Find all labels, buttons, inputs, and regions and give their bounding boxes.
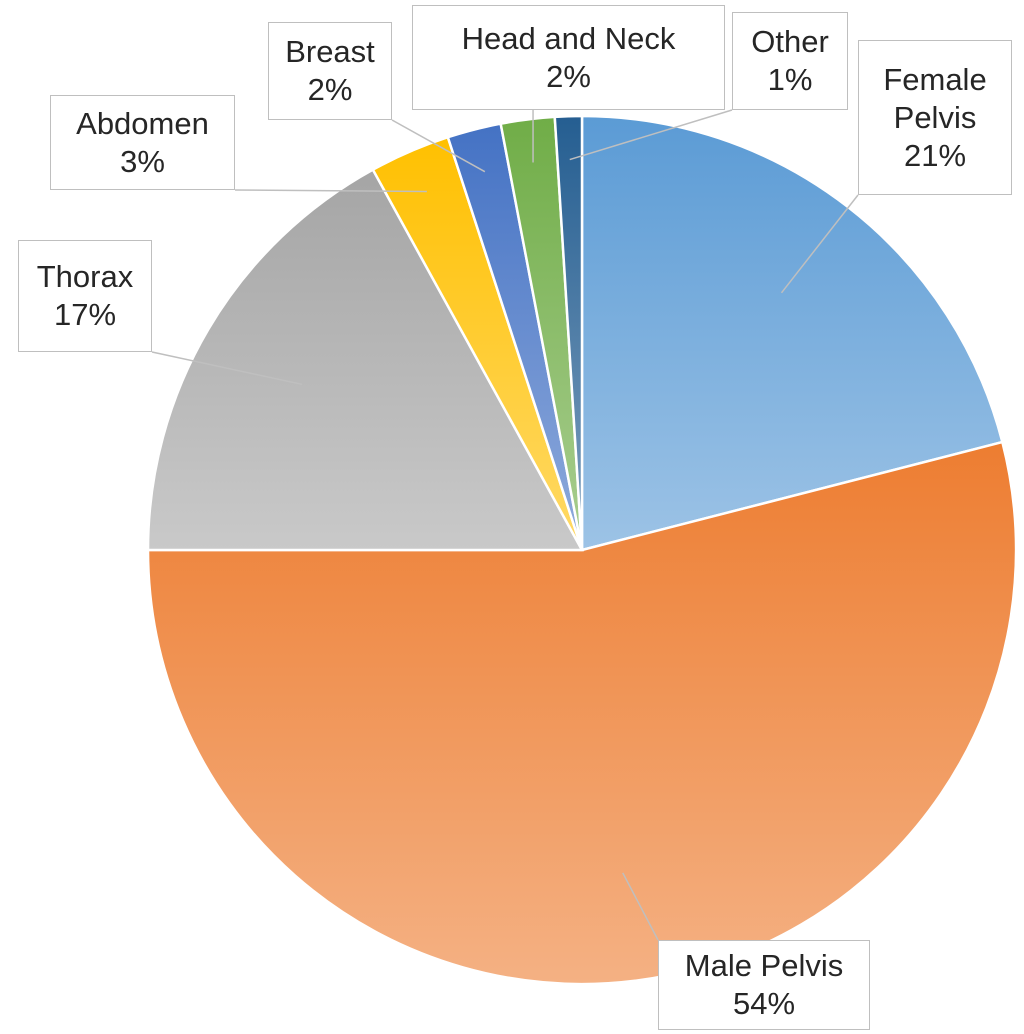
leader-line: [569, 109, 733, 161]
data-label: Abdomen 3%: [50, 95, 235, 190]
category-name: Thorax: [36, 259, 134, 294]
category-name: Head and Neck: [461, 20, 676, 56]
leader-line: [151, 351, 302, 386]
value-label: 21%: [903, 137, 967, 173]
category-name: Other: [751, 24, 829, 59]
value-label: 2%: [307, 72, 353, 107]
data-label: Male Pelvis 54%: [658, 940, 870, 1030]
value-label: 3%: [120, 143, 165, 179]
category-name: Female Pelvis: [883, 61, 987, 135]
category-name: Male Pelvis: [684, 948, 844, 983]
leader-line: [234, 189, 427, 193]
leader-line: [780, 194, 859, 294]
leader-line: [622, 872, 659, 941]
leader-line: [391, 119, 486, 173]
data-label: Other 1%: [732, 12, 848, 110]
value-label: 17%: [53, 297, 117, 332]
data-label: Breast 2%: [268, 22, 392, 120]
data-label: Head and Neck 2%: [412, 5, 725, 110]
category-name: Breast: [285, 34, 375, 69]
pie-slice: [553, 114, 584, 551]
pie-slice: [146, 167, 585, 552]
value-label: 1%: [767, 62, 813, 97]
value-label: 54%: [732, 986, 796, 1021]
value-label: 2%: [546, 58, 591, 94]
category-name: Abdomen: [76, 105, 209, 141]
pie-slice: [146, 440, 1018, 986]
data-label: Female Pelvis 21%: [858, 40, 1012, 195]
data-label: Thorax 17%: [18, 240, 152, 352]
